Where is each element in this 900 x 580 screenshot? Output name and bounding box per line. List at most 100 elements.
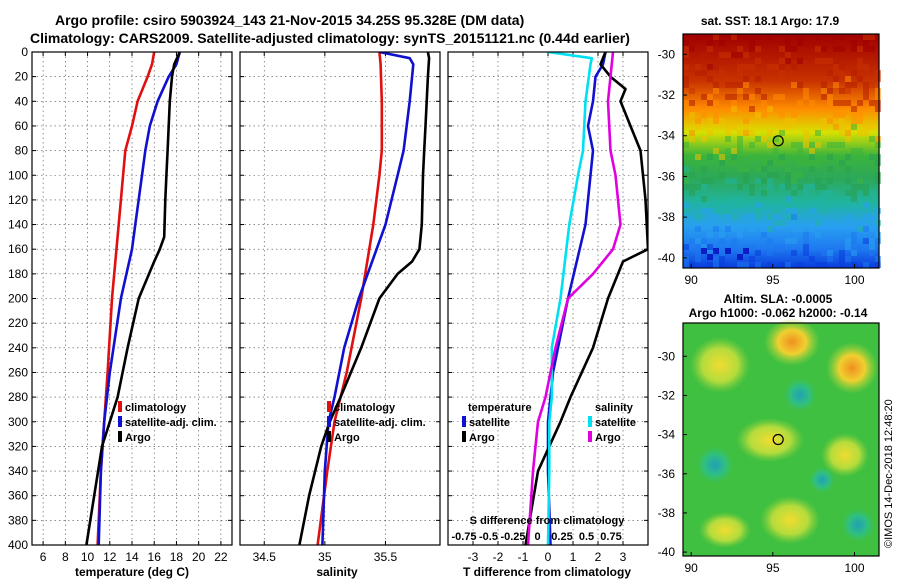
sst-pixel: [773, 148, 779, 154]
sst-pixel: [707, 214, 713, 220]
sst-map-panel: sat. SST: 18.1 Argo: 17.9 90 95 100 -30 -32 -…: [658, 14, 881, 287]
sst-pixel: [791, 208, 797, 214]
sst-pixel: [737, 184, 743, 190]
sst-pixel: [827, 100, 833, 106]
sst-pixel: [773, 172, 779, 178]
salinity-axes-frame: [239, 51, 441, 546]
sst-pixel: [731, 160, 737, 166]
sst-pixel: [875, 262, 881, 268]
sst-pixel: [743, 244, 749, 250]
figure-title-line1: Argo profile: csiro 5903924_143 21-Nov-2…: [55, 12, 524, 28]
sst-pixel: [797, 148, 803, 154]
sst-pixel: [737, 52, 743, 58]
sst-pixel: [725, 214, 731, 220]
y-tick-label: 300: [8, 415, 28, 429]
sst-pixel: [863, 40, 869, 46]
sst-pixel: [839, 130, 845, 136]
sst-pixel: [809, 142, 815, 148]
sst-pixel: [875, 160, 881, 166]
imos-credit: ©IMOS 14-Dec-2018 12:48:20: [883, 399, 895, 548]
map-y-tick-label: -40: [658, 251, 676, 265]
sst-pixel: [749, 226, 755, 232]
sst-pixel: [761, 112, 767, 118]
sst-pixel: [803, 190, 809, 196]
sst-pixel: [839, 100, 845, 106]
sst-pixel: [827, 94, 833, 100]
sst-pixel: [695, 34, 701, 40]
sst-pixel: [839, 88, 845, 94]
sst-pixel: [683, 178, 689, 184]
sst-pixel: [713, 226, 719, 232]
sst-pixel: [749, 142, 755, 148]
sst-pixel: [791, 238, 797, 244]
sst-pixel: [707, 118, 713, 124]
sla-map-title: Altim. SLA: -0.0005: [724, 292, 833, 306]
sst-pixel: [695, 64, 701, 70]
sst-pixel: [875, 94, 881, 100]
sst-pixel: [767, 238, 773, 244]
sst-pixel: [749, 214, 755, 220]
sst-pixel: [845, 238, 851, 244]
sst-pixel: [827, 178, 833, 184]
sst-pixel: [683, 76, 689, 82]
sst-pixel: [707, 64, 713, 70]
sst-pixel: [833, 142, 839, 148]
sst-pixel: [803, 160, 809, 166]
sst-pixel: [737, 88, 743, 94]
sst-pixel: [791, 172, 797, 178]
sst-pixel: [791, 190, 797, 196]
sst-pixel: [779, 244, 785, 250]
sst-pixel: [815, 184, 821, 190]
sst-pixel: [785, 52, 791, 58]
sst-pixel: [695, 196, 701, 202]
sst-pixel: [719, 82, 725, 88]
sst-pixel: [785, 196, 791, 202]
sst-pixel: [689, 112, 695, 118]
sst-pixel: [785, 46, 791, 52]
sst-pixel: [833, 70, 839, 76]
sst-pixel: [821, 82, 827, 88]
sst-pixel: [743, 178, 749, 184]
sst-pixel: [731, 154, 737, 160]
sst-pixel: [863, 124, 869, 130]
sst-pixel: [797, 40, 803, 46]
y-tick-label: 360: [8, 489, 28, 503]
sst-pixel: [803, 130, 809, 136]
sst-pixel: [725, 178, 731, 184]
sst-pixel: [809, 208, 815, 214]
legend-label-t-argo: Argo: [469, 432, 495, 444]
sst-pixel: [821, 208, 827, 214]
sst-pixel: [785, 214, 791, 220]
sst-pixel: [839, 142, 845, 148]
temperature-xlabel: temperature (deg C): [75, 565, 189, 579]
map-x-tick-label: 90: [684, 561, 698, 575]
sst-pixel: [707, 154, 713, 160]
legend-swatch-satellite: [118, 416, 122, 427]
sst-pixel: [809, 226, 815, 232]
sst-pixel: [857, 184, 863, 190]
sst-pixel: [755, 250, 761, 256]
sst-pixel: [731, 82, 737, 88]
sst-pixel: [833, 58, 839, 64]
sst-pixel: [863, 190, 869, 196]
sst-pixel: [773, 160, 779, 166]
sst-pixel: [713, 154, 719, 160]
sst-pixel: [743, 118, 749, 124]
sst-pixel: [749, 190, 755, 196]
sst-pixel: [857, 112, 863, 118]
y-tick-label: 200: [8, 292, 28, 306]
legend-swatch-satellite: [327, 416, 331, 427]
sla-map-panel: Altim. SLA: -0.0005 Argo h1000: -0.062 h…: [658, 292, 880, 575]
sst-pixel: [839, 244, 845, 250]
sst-pixel: [683, 142, 689, 148]
sst-pixel: [689, 238, 695, 244]
sst-pixel: [689, 136, 695, 142]
sst-pixel: [689, 262, 695, 268]
sst-pixel: [737, 262, 743, 268]
sst-pixel: [731, 238, 737, 244]
sst-pixel: [683, 100, 689, 106]
sst-pixel: [683, 40, 689, 46]
sst-pixel: [827, 202, 833, 208]
sst-pixel: [725, 130, 731, 136]
sst-pixel: [821, 184, 827, 190]
